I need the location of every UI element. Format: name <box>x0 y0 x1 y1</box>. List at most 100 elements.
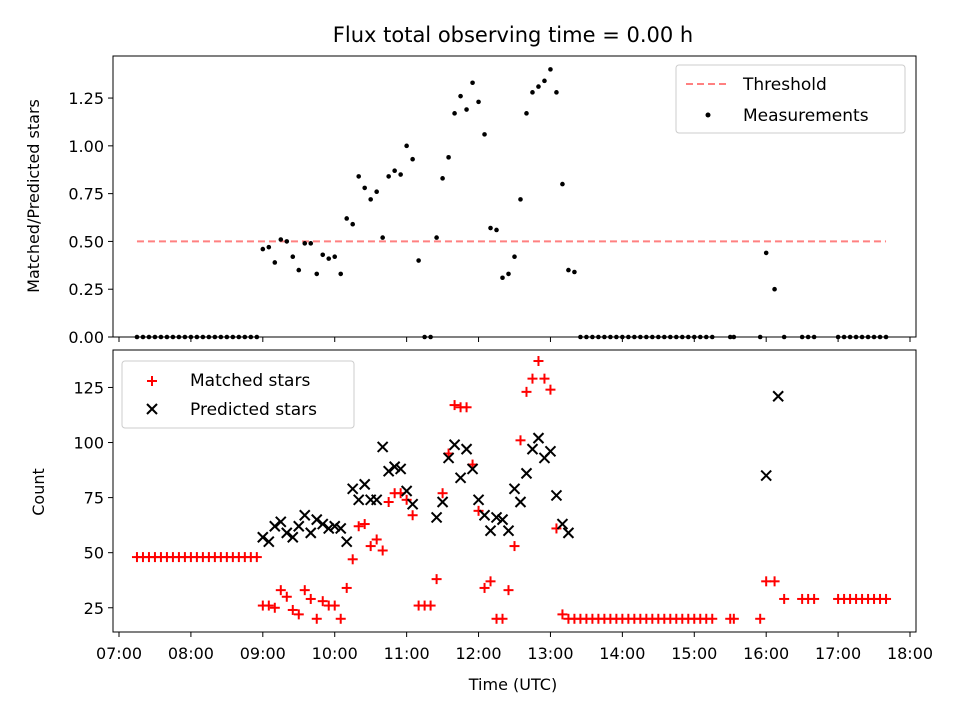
predicted-stars-point <box>346 483 359 495</box>
measurement-point <box>410 156 415 162</box>
top-y-tick-label: 1.25 <box>68 89 104 108</box>
x-tick-label: 17:00 <box>815 644 861 663</box>
measurement-point <box>356 174 361 179</box>
bottom-plot-frame <box>112 349 917 633</box>
matched-stars-point <box>509 541 520 552</box>
bottom-y-tick-label: 75 <box>84 489 104 508</box>
x-tick-label: 12:00 <box>455 644 501 663</box>
predicted-stars-point <box>370 494 383 506</box>
matched-stars-point <box>431 574 442 585</box>
bottom-plot-area: 07:00 08:00 09:00 10:00 11:00 12:00 13:00 14:00… <box>73 356 933 663</box>
measurement-point <box>554 90 559 95</box>
measurement-point <box>374 189 379 195</box>
predicted-stars-point <box>502 524 515 537</box>
top-legend: Threshold Measurements <box>675 64 906 134</box>
measurement-point <box>404 143 409 149</box>
measurement-point <box>266 244 272 250</box>
x-tick-label: 10:00 <box>312 644 358 663</box>
top-y-tick-label: 1.00 <box>68 137 104 156</box>
predicted-stars-point <box>544 445 557 458</box>
predicted-stars-point <box>382 465 395 477</box>
predicted-stars-point <box>299 509 311 521</box>
predicted-stars-point <box>323 522 335 535</box>
x-tick-label: 09:00 <box>240 644 286 663</box>
measurement-point <box>566 267 571 273</box>
predicted-stars-point <box>478 509 491 521</box>
x-tick-label: 07:00 <box>96 644 142 663</box>
matched-stars-point <box>371 534 382 545</box>
predicted-stars-point <box>281 527 293 539</box>
predicted-stars-point <box>772 390 784 402</box>
predicted-stars-point <box>305 527 317 539</box>
matched-stars-point <box>809 593 820 604</box>
legend-measurements-label: Measurements <box>743 106 869 126</box>
matched-stars-point <box>365 541 376 552</box>
matched-stars-point <box>311 613 322 624</box>
predicted-stars-point <box>460 443 473 455</box>
measurement-point <box>314 271 320 277</box>
measurement-point <box>308 241 314 246</box>
matched-stars-point <box>425 600 436 611</box>
matched-stars-point <box>545 384 556 395</box>
predicted-stars-point <box>358 478 371 491</box>
predicted-stars-point <box>466 463 479 475</box>
predicted-stars-point <box>550 489 563 502</box>
measurement-point <box>320 252 326 258</box>
matched-stars-point <box>305 593 316 604</box>
matched-stars-point <box>437 488 448 499</box>
predicted-stars-point <box>532 432 545 444</box>
top-plot-area: 0.00 0.25 0.50 0.75 1.00 1.25 <box>68 67 911 347</box>
predicted-stars-point <box>311 513 323 526</box>
measurement-point <box>362 185 367 191</box>
matched-stars-point <box>299 585 310 596</box>
measurement-point <box>344 216 350 221</box>
matched-stars-point <box>533 356 544 367</box>
matched-stars-point <box>497 613 508 624</box>
x-tick-label: 11:00 <box>384 644 430 663</box>
measurement-point <box>416 258 421 263</box>
matched-stars-point <box>479 582 490 593</box>
matched-stars-point <box>755 613 766 624</box>
bottom-legend-box <box>121 360 355 429</box>
matched-stars-point <box>503 585 514 596</box>
predicted-stars-point <box>472 494 485 506</box>
measurement-point <box>446 155 451 160</box>
measurement-point <box>386 174 391 179</box>
matched-stars-point <box>359 519 370 530</box>
top-legend-box <box>675 64 906 134</box>
predicted-stars-point <box>514 496 527 508</box>
measurement-point <box>290 254 296 260</box>
top-chart-title: Flux total observing time = 0.00 h <box>333 23 693 47</box>
measurement-point <box>458 93 463 99</box>
x-tick-label: 08:00 <box>168 644 214 663</box>
measurement-point <box>392 168 397 173</box>
measurement-point <box>380 235 385 240</box>
measurement-point <box>368 197 373 202</box>
matched-stars-point <box>769 576 780 587</box>
measurement-point <box>548 67 553 72</box>
predicted-stars-point <box>287 531 299 543</box>
measurement-point <box>278 237 284 242</box>
measurement-point <box>488 225 493 231</box>
predicted-stars-point <box>760 469 772 482</box>
matched-stars-point <box>287 604 298 615</box>
matched-stars-point <box>473 505 484 516</box>
measurement-point <box>284 239 290 244</box>
matched-stars-point <box>515 435 526 446</box>
top-panel: Flux total observing time = 0.00 h Match… <box>24 23 917 347</box>
matched-stars-point <box>407 510 418 521</box>
predicted-stars-point <box>526 443 539 455</box>
predicted-stars-point <box>388 461 401 473</box>
predicted-stars-point <box>448 439 461 451</box>
matched-stars-point <box>341 582 352 593</box>
matched-stars-point <box>281 591 292 602</box>
top-y-tick-label: 0.00 <box>68 328 104 347</box>
matched-stars-point <box>761 576 772 587</box>
measurement-point <box>260 246 266 252</box>
measurement-point <box>518 197 523 202</box>
x-tick-label: 14:00 <box>599 644 645 663</box>
bottom-panel: Count Time (UTC) 07:00 08:00 09:00 10:00 11:… <box>29 349 933 694</box>
matched-stars-point <box>317 596 328 607</box>
predicted-stars-point <box>335 522 347 535</box>
